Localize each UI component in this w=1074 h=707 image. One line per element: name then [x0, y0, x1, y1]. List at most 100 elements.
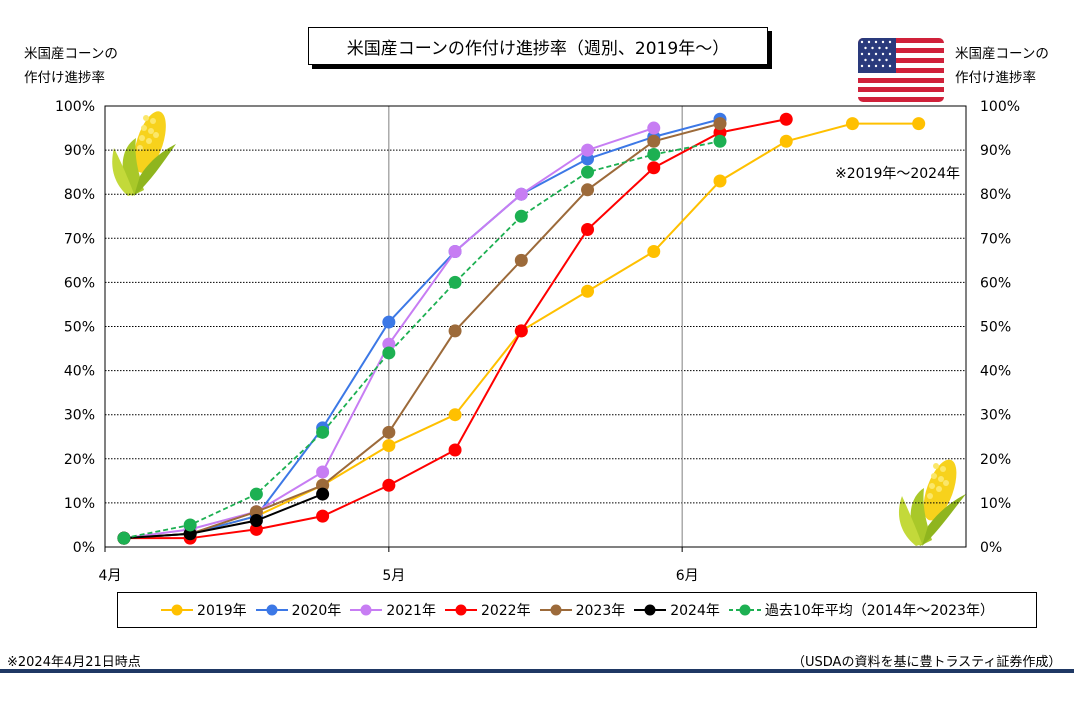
y-tick-label-right: 60% — [980, 275, 1011, 291]
y-tick-label-right: 40% — [980, 364, 1011, 380]
y-tick-label-left: 60% — [64, 275, 95, 291]
legend-label: 2023年 — [575, 603, 626, 619]
data-point — [713, 134, 727, 148]
legend-label: 2020年 — [291, 603, 342, 619]
data-point — [382, 425, 396, 439]
data-point — [117, 531, 131, 545]
data-point — [382, 315, 396, 329]
data-point — [647, 148, 661, 162]
data-point — [647, 121, 661, 135]
series-3 — [117, 112, 793, 545]
data-point — [448, 275, 462, 289]
legend-item: 2023年 — [539, 600, 626, 620]
legend-item: 過去10年平均（2014年～2023年） — [728, 600, 994, 620]
data-point — [316, 509, 330, 523]
legend-label: 過去10年平均（2014年～2023年） — [764, 603, 994, 619]
y-tick-label-left: 100% — [55, 99, 95, 115]
y-tick-label-left: 80% — [64, 187, 95, 203]
data-point — [713, 117, 727, 131]
data-point — [249, 487, 263, 501]
legend-item: 2021年 — [349, 600, 436, 620]
y-tick-label-right: 70% — [980, 231, 1011, 247]
series-line — [123, 140, 721, 540]
legend: 2019年 2020年 2021年 2022年 2023年 2024年 過去10年平均（20… — [117, 592, 1037, 628]
data-point — [448, 408, 462, 422]
y-axis-label-right: 米国産コーンの 作付け進捗率 — [955, 42, 1049, 90]
y-axis-label-left-line2: 作付け進捗率 — [24, 70, 105, 86]
corn-icon — [110, 104, 180, 206]
data-point — [514, 324, 528, 338]
footnote-date: ※2024年4月21日時点 — [7, 655, 141, 670]
data-point — [581, 183, 595, 197]
series-line — [123, 118, 721, 540]
data-point — [845, 117, 859, 131]
series-1 — [117, 112, 727, 545]
range-note: ※2019年～2024年 — [835, 166, 960, 182]
data-point — [581, 165, 595, 179]
y-tick-label-right: 10% — [980, 496, 1011, 512]
data-point — [448, 245, 462, 259]
legend-swatch — [255, 604, 288, 616]
y-tick-label-right: 50% — [980, 320, 1011, 336]
series — [117, 112, 926, 545]
y-tick-label-left: 90% — [64, 143, 95, 159]
y-axis-label-left-line1: 米国産コーンの — [24, 46, 118, 62]
data-point — [382, 478, 396, 492]
data-point — [713, 174, 727, 188]
series-line — [123, 122, 721, 540]
y-axis-label-right-line2: 作付け進捗率 — [955, 70, 1036, 86]
data-point — [912, 117, 926, 131]
data-point — [382, 346, 396, 360]
legend-swatch — [444, 604, 477, 616]
chart-title: 米国産コーンの作付け進捗率（週別、2019年～） — [308, 27, 768, 65]
data-point — [514, 187, 528, 201]
data-point — [581, 284, 595, 298]
legend-label: 2022年 — [480, 603, 531, 619]
y-tick-label-right: 90% — [980, 143, 1011, 159]
plot-frame — [104, 105, 967, 548]
y-tick-label-left: 0% — [73, 540, 95, 556]
legend-item: 2019年 — [160, 600, 247, 620]
x-axis-ticks: 4月 5月 6月 — [99, 547, 699, 584]
data-point — [779, 112, 793, 126]
data-point — [316, 487, 330, 501]
series-6 — [117, 134, 727, 545]
legend-swatch — [634, 604, 667, 616]
y-tick-label-right: 100% — [980, 99, 1020, 115]
y-tick-label-right: 80% — [980, 187, 1011, 203]
y-tick-label-right: 0% — [980, 540, 1002, 556]
legend-label: 2019年 — [197, 603, 247, 619]
data-point — [448, 443, 462, 457]
grid — [105, 106, 966, 547]
chart-title-text: 米国産コーンの作付け進捗率（週別、2019年～） — [346, 38, 730, 59]
footnote-source: （USDAの資料を基に豊トラスティ証券作成） — [792, 655, 1062, 670]
data-point — [382, 439, 396, 453]
legend-label: 2024年 — [670, 603, 720, 619]
y-axis-left-ticks: 0% 10% 20% 30% 40% 50% 60% 70% 80% 90% 100% — [55, 99, 95, 556]
us-flag-icon — [858, 38, 944, 102]
legend-swatch — [539, 604, 572, 616]
y-tick-label-right: 20% — [980, 452, 1011, 468]
y-tick-label-left: 50% — [64, 320, 95, 336]
legend-item: 2024年 — [633, 600, 720, 620]
legend-swatch — [728, 604, 761, 616]
data-point — [647, 134, 661, 148]
data-point — [249, 514, 263, 528]
data-point — [316, 465, 330, 479]
y-tick-label-left: 70% — [64, 231, 95, 247]
y-axis-right-ticks: 0% 10% 20% 30% 40% 50% 60% 70% 80% 90% 100% — [980, 99, 1020, 556]
bottom-divider — [0, 669, 1074, 673]
series-line — [123, 493, 323, 540]
data-point — [581, 222, 595, 236]
data-point — [448, 324, 462, 338]
y-tick-label-left: 10% — [64, 496, 95, 512]
data-point — [316, 425, 330, 439]
data-point — [647, 245, 661, 259]
y-tick-label-left: 40% — [64, 364, 95, 380]
legend-item: 2022年 — [444, 600, 531, 620]
y-tick-label-right: 30% — [980, 408, 1011, 424]
data-point — [514, 253, 528, 267]
data-point — [647, 161, 661, 175]
series-4 — [117, 117, 727, 545]
